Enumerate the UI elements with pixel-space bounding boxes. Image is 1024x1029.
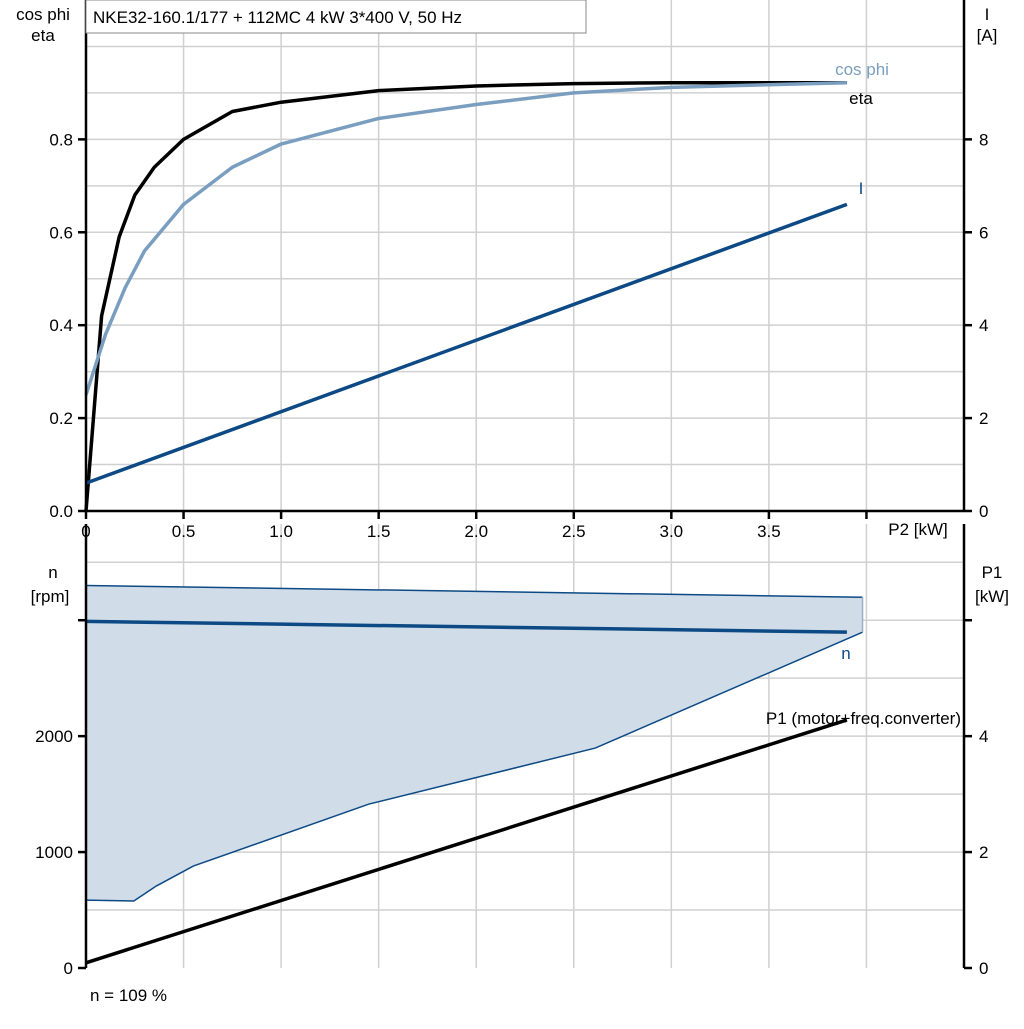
top-x-tick-label: 0.5 bbox=[172, 522, 196, 541]
top-x-tick-label: 3.0 bbox=[660, 522, 684, 541]
band-upper-edge bbox=[85, 584, 863, 599]
title-box bbox=[85, 0, 587, 34]
top-x-tick-label: 3.5 bbox=[757, 522, 781, 541]
bottom-left-tick-label: 1000 bbox=[35, 843, 73, 862]
bottom-left-ylabel-1: n bbox=[48, 563, 57, 582]
legend-p1: P1 (motor+freq.converter) bbox=[766, 709, 961, 728]
top-left-ylabel-2: eta bbox=[31, 26, 55, 45]
speed-curve bbox=[85, 619, 847, 634]
legend-current: I bbox=[859, 179, 864, 198]
bottom-right-ylabel-2: [kW] bbox=[975, 587, 1009, 606]
eta-curve bbox=[84, 80, 847, 512]
top-left-tick-label: 0.6 bbox=[49, 223, 73, 242]
band-lower-edge bbox=[85, 631, 863, 902]
top-right-tick-label: 6 bbox=[979, 223, 988, 242]
legend-cos-phi: cos phi bbox=[835, 60, 889, 79]
operating-range-band bbox=[86, 585, 863, 901]
bottom-left-tick-label: 2000 bbox=[35, 727, 73, 746]
top-left-tick-label: 0.8 bbox=[49, 130, 73, 149]
top-right-ylabel-2: [A] bbox=[977, 26, 998, 45]
legend-eta: eta bbox=[849, 89, 873, 108]
footer-note: n = 109 % bbox=[90, 986, 167, 1005]
top-left-tick-label: 0.2 bbox=[49, 409, 73, 428]
bottom-left-tick-label: 0 bbox=[64, 959, 73, 978]
chart-marks bbox=[84, 80, 864, 965]
top-x-tick-label: 2.0 bbox=[464, 522, 488, 541]
top-right-tick-label: 8 bbox=[979, 130, 988, 149]
top-right-tick-label: 4 bbox=[979, 316, 988, 335]
bottom-left-ylabel-2: [rpm] bbox=[31, 587, 70, 606]
p1-curve bbox=[85, 718, 848, 965]
bottom-right-tick-label: 2 bbox=[979, 843, 988, 862]
current-curve bbox=[85, 202, 848, 485]
top-left-ylabel-1: cos phi bbox=[16, 5, 70, 24]
top-grid bbox=[86, 0, 965, 511]
top-left-tick-label: 0.4 bbox=[49, 316, 73, 335]
bottom-right-tick-label: 4 bbox=[979, 727, 988, 746]
top-x-tick-label: 1.0 bbox=[269, 522, 293, 541]
legend-speed: n bbox=[841, 644, 850, 663]
top-right-tick-label: 0 bbox=[979, 502, 988, 521]
cos-phi-curve bbox=[84, 80, 847, 396]
top-xlabel: P2 [kW] bbox=[888, 520, 948, 539]
axes: 0 0.5 1.0 1.5 2.0 2.5 3.0 3.5 0.0 0.2 0.4 0.6 0.8 0 2 4… bbox=[35, 0, 988, 978]
bottom-right-tick-label: 0 bbox=[979, 959, 988, 978]
chart-title: NKE32-160.1/177 + 112MC 4 kW 3*400 V, 50… bbox=[93, 8, 462, 27]
top-right-tick-label: 2 bbox=[979, 409, 988, 428]
top-right-ylabel-1: I bbox=[985, 5, 990, 24]
bottom-right-ylabel-1: P1 bbox=[982, 563, 1003, 582]
top-x-tick-label: 0 bbox=[81, 522, 90, 541]
top-x-tick-label: 2.5 bbox=[562, 522, 586, 541]
top-left-tick-label: 0.0 bbox=[49, 502, 73, 521]
top-x-tick-label: 1.5 bbox=[367, 522, 391, 541]
